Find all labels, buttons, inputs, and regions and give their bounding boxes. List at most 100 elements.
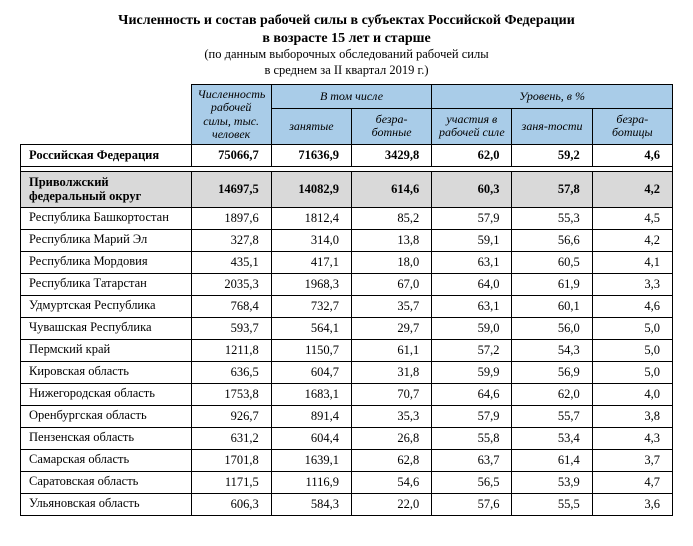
- table-row: Республика Мордовия 435,1 417,1 18,0 63,…: [21, 251, 673, 273]
- cell-v2: 604,7: [271, 361, 351, 383]
- cell-v1: 1211,8: [191, 339, 271, 361]
- row-name: Самарская область: [21, 449, 192, 471]
- cell-v2: 1968,3: [271, 273, 351, 295]
- cell-v3: 35,3: [351, 405, 431, 427]
- cell-v1: 327,8: [191, 229, 271, 251]
- cell-v4: 59,9: [432, 361, 512, 383]
- col-unemployed: безра-ботные: [351, 108, 431, 144]
- row-name: Нижегородская область: [21, 383, 192, 405]
- title-line-2: в возрасте 15 лет и старше: [20, 30, 673, 48]
- cell-v3: 18,0: [351, 251, 431, 273]
- cell-v6: 4,6: [592, 145, 672, 167]
- cell-v6: 4,5: [592, 207, 672, 229]
- table-row: Саратовская область 1171,5 1116,9 54,6 5…: [21, 471, 673, 493]
- cell-v4: 59,1: [432, 229, 512, 251]
- cell-v3: 3429,8: [351, 145, 431, 167]
- cell-v4: 57,6: [432, 493, 512, 515]
- cell-v1: 631,2: [191, 427, 271, 449]
- cell-v4: 63,7: [432, 449, 512, 471]
- col-group-level: Уровень, в %: [432, 85, 673, 109]
- cell-v6: 3,7: [592, 449, 672, 471]
- cell-v6: 5,0: [592, 361, 672, 383]
- cell-v4: 56,5: [432, 471, 512, 493]
- row-name: Республика Башкортостан: [21, 207, 192, 229]
- row-name: Республика Марий Эл: [21, 229, 192, 251]
- cell-v2: 732,7: [271, 295, 351, 317]
- col-employment: заня-тости: [512, 108, 592, 144]
- cell-v1: 1171,5: [191, 471, 271, 493]
- cell-v1: 593,7: [191, 317, 271, 339]
- cell-v3: 61,1: [351, 339, 431, 361]
- cell-v6: 4,3: [592, 427, 672, 449]
- cell-v1: 435,1: [191, 251, 271, 273]
- cell-v5: 55,5: [512, 493, 592, 515]
- row-name: Пензенская область: [21, 427, 192, 449]
- cell-v3: 62,8: [351, 449, 431, 471]
- table-row: Ульяновская область 606,3 584,3 22,0 57,…: [21, 493, 673, 515]
- cell-v5: 62,0: [512, 383, 592, 405]
- cell-v1: 1897,6: [191, 207, 271, 229]
- cell-v5: 56,6: [512, 229, 592, 251]
- cell-v6: 5,0: [592, 339, 672, 361]
- col-employed: занятые: [271, 108, 351, 144]
- col-group-including: В том числе: [271, 85, 431, 109]
- table-row: Чувашская Республика 593,7 564,1 29,7 59…: [21, 317, 673, 339]
- cell-v2: 604,4: [271, 427, 351, 449]
- cell-v2: 1812,4: [271, 207, 351, 229]
- cell-v3: 614,6: [351, 172, 431, 208]
- cell-v1: 1753,8: [191, 383, 271, 405]
- cell-v5: 55,3: [512, 207, 592, 229]
- cell-v6: 3,8: [592, 405, 672, 427]
- table-row: Пермский край 1211,8 1150,7 61,1 57,2 54…: [21, 339, 673, 361]
- cell-v2: 1116,9: [271, 471, 351, 493]
- table-row: Республика Марий Эл 327,8 314,0 13,8 59,…: [21, 229, 673, 251]
- cell-v1: 768,4: [191, 295, 271, 317]
- cell-v6: 4,0: [592, 383, 672, 405]
- row-name: Пермский край: [21, 339, 192, 361]
- cell-v6: 4,2: [592, 172, 672, 208]
- cell-v5: 55,7: [512, 405, 592, 427]
- cell-v4: 63,1: [432, 295, 512, 317]
- cell-v1: 2035,3: [191, 273, 271, 295]
- row-name: Кировская область: [21, 361, 192, 383]
- cell-v3: 26,8: [351, 427, 431, 449]
- table-body: Российская Федерация 75066,7 71636,9 342…: [21, 145, 673, 516]
- cell-v5: 53,9: [512, 471, 592, 493]
- cell-v5: 53,4: [512, 427, 592, 449]
- table-head: Численность рабочей силы, тыс. человек В…: [21, 85, 673, 145]
- cell-v3: 85,2: [351, 207, 431, 229]
- cell-v5: 60,5: [512, 251, 592, 273]
- cell-v4: 64,6: [432, 383, 512, 405]
- table-row: Республика Татарстан 2035,3 1968,3 67,0 …: [21, 273, 673, 295]
- cell-v4: 57,2: [432, 339, 512, 361]
- cell-v3: 13,8: [351, 229, 431, 251]
- table-row: Пензенская область 631,2 604,4 26,8 55,8…: [21, 427, 673, 449]
- row-name: Республика Татарстан: [21, 273, 192, 295]
- cell-v4: 57,9: [432, 405, 512, 427]
- col-participation: участия в рабочей силе: [432, 108, 512, 144]
- cell-v1: 75066,7: [191, 145, 271, 167]
- cell-v6: 4,1: [592, 251, 672, 273]
- cell-v2: 417,1: [271, 251, 351, 273]
- cell-v5: 56,9: [512, 361, 592, 383]
- table-row: Российская Федерация 75066,7 71636,9 342…: [21, 145, 673, 167]
- cell-v4: 57,9: [432, 207, 512, 229]
- table-row: Республика Башкортостан 1897,6 1812,4 85…: [21, 207, 673, 229]
- cell-v1: 606,3: [191, 493, 271, 515]
- cell-v1: 926,7: [191, 405, 271, 427]
- cell-v4: 63,1: [432, 251, 512, 273]
- subtitle-line-1: (по данным выборочных обследований рабоч…: [20, 47, 673, 63]
- cell-v4: 60,3: [432, 172, 512, 208]
- row-name: Чувашская Республика: [21, 317, 192, 339]
- cell-v5: 60,1: [512, 295, 592, 317]
- cell-v2: 1150,7: [271, 339, 351, 361]
- cell-v3: 31,8: [351, 361, 431, 383]
- table-row: Нижегородская область 1753,8 1683,1 70,7…: [21, 383, 673, 405]
- cell-v2: 584,3: [271, 493, 351, 515]
- row-name: Саратовская область: [21, 471, 192, 493]
- table-row: Удмуртская Республика 768,4 732,7 35,7 6…: [21, 295, 673, 317]
- col-unemp-rate: безра-ботицы: [592, 108, 672, 144]
- cell-v6: 3,6: [592, 493, 672, 515]
- cell-v3: 54,6: [351, 471, 431, 493]
- cell-v5: 59,2: [512, 145, 592, 167]
